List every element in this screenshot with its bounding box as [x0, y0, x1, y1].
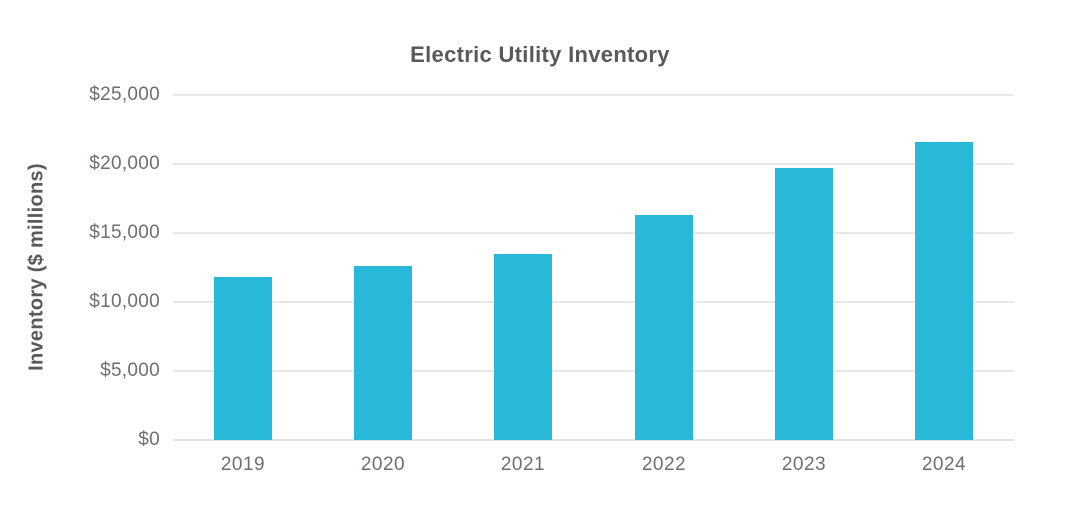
bar-2024	[915, 142, 973, 440]
y-tick-label: $10,000	[89, 291, 160, 312]
x-tick-label: 2022	[641, 454, 687, 475]
x-tick-label: 2023	[781, 454, 827, 475]
x-tick-label: 2020	[360, 454, 406, 475]
chart-title: Electric Utility Inventory	[410, 42, 670, 67]
x-tick-label: 2019	[220, 454, 266, 475]
gridline	[173, 232, 1014, 234]
gridline	[173, 94, 1014, 96]
y-tick-label: $5,000	[100, 360, 160, 381]
bar-2021	[494, 254, 552, 440]
x-tick-label: 2021	[500, 454, 546, 475]
gridline	[173, 163, 1014, 165]
y-tick-label: $20,000	[89, 153, 160, 174]
y-tick-label: $25,000	[89, 84, 160, 105]
gridline	[173, 370, 1014, 372]
x-tick-label: 2024	[921, 454, 967, 475]
y-tick-label: $0	[138, 429, 160, 450]
gridline	[173, 301, 1014, 303]
y-tick-label: $15,000	[89, 222, 160, 243]
x-axis-baseline	[173, 439, 1014, 441]
y-axis-title: Inventory ($ millions)	[25, 163, 48, 371]
plot-area	[173, 94, 1014, 441]
bar-2022	[635, 215, 693, 440]
bar-2020	[354, 266, 412, 440]
bar-2023	[775, 168, 833, 440]
bar-2019	[214, 277, 272, 440]
